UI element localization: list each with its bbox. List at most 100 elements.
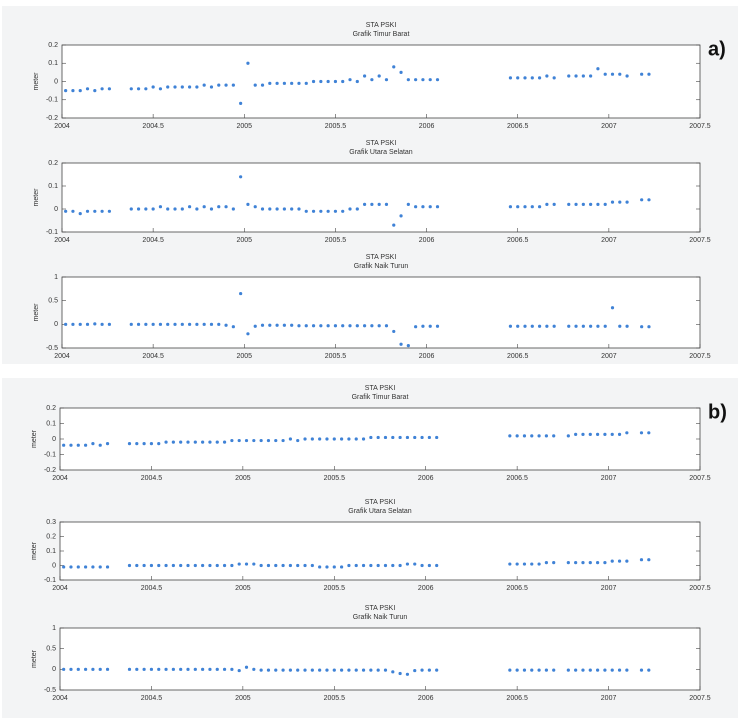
- data-point: [355, 79, 359, 84]
- data-point: [217, 83, 221, 87]
- x-tick-label: 2005.5: [324, 475, 346, 482]
- data-point: [625, 74, 629, 78]
- data-point: [260, 323, 265, 327]
- data-point: [76, 565, 80, 569]
- data-point: [428, 78, 432, 82]
- y-tick-label: 0: [54, 78, 58, 85]
- data-point: [222, 563, 227, 568]
- data-point: [603, 432, 607, 436]
- data-point: [376, 435, 380, 440]
- x-tick-label: 2006.5: [507, 237, 529, 244]
- x-tick-label: 2004: [54, 353, 70, 360]
- data-point: [537, 668, 541, 672]
- data-point: [158, 87, 163, 91]
- data-point: [296, 563, 300, 568]
- data-point: [377, 74, 381, 78]
- data-point: [391, 670, 395, 674]
- data-point: [340, 437, 344, 441]
- plot-area: [59, 521, 701, 581]
- data-point: [369, 435, 373, 440]
- data-point: [625, 559, 629, 563]
- x-tick-label: 2007.5: [689, 353, 711, 360]
- data-point: [303, 668, 307, 672]
- y-tick-label: 0.1: [46, 420, 56, 427]
- data-point: [98, 443, 102, 447]
- y-tick-label: 0.1: [48, 183, 58, 190]
- y-tick-label: 0.1: [48, 60, 58, 67]
- data-point: [544, 561, 549, 565]
- data-point: [98, 565, 102, 569]
- chart-title: STA PSKI: [365, 385, 396, 392]
- data-point: [188, 85, 192, 89]
- x-tick-label: 2007.5: [689, 585, 711, 592]
- chart-title: STA PSKI: [365, 499, 396, 506]
- data-point: [202, 83, 206, 87]
- data-point: [420, 435, 424, 440]
- data-point: [100, 322, 104, 326]
- data-point: [303, 437, 307, 441]
- data-point: [296, 438, 300, 443]
- data-point: [647, 198, 651, 202]
- data-point: [589, 74, 593, 78]
- data-point: [158, 205, 163, 209]
- data-point: [304, 81, 308, 85]
- data-point: [260, 207, 265, 211]
- data-point: [171, 667, 175, 671]
- data-point: [589, 324, 593, 328]
- data-point: [516, 324, 520, 328]
- data-point: [64, 322, 68, 326]
- x-tick-label: 2004.5: [141, 585, 163, 592]
- y-axis-label: meter: [33, 303, 40, 322]
- data-point: [376, 668, 380, 672]
- data-point: [144, 87, 148, 91]
- data-point: [508, 324, 513, 328]
- data-point: [252, 667, 256, 671]
- x-tick-label: 2005: [236, 123, 252, 130]
- y-tick-label: -0.1: [44, 577, 56, 584]
- data-point: [93, 209, 97, 213]
- data-point: [288, 668, 292, 672]
- chart-title: STA PSKI: [366, 254, 397, 261]
- data-point: [275, 323, 279, 327]
- data-point: [239, 101, 243, 105]
- chart-title: STA PSKI: [366, 22, 397, 29]
- data-point: [420, 563, 424, 568]
- data-point: [588, 668, 592, 672]
- y-axis-label: meter: [33, 188, 40, 207]
- data-point: [596, 432, 600, 436]
- data-point: [195, 322, 199, 326]
- data-point: [384, 202, 389, 206]
- data-point: [647, 668, 651, 672]
- data-point: [566, 668, 570, 672]
- data-point: [297, 207, 301, 211]
- data-point: [545, 202, 549, 206]
- data-point: [647, 431, 651, 435]
- data-point: [246, 332, 250, 336]
- data-point: [224, 83, 228, 87]
- data-point: [522, 434, 527, 438]
- data-point: [552, 324, 556, 328]
- data-point: [435, 668, 439, 672]
- data-point: [231, 325, 235, 329]
- data-point: [610, 432, 614, 436]
- data-point: [596, 202, 600, 206]
- data-point: [105, 442, 110, 446]
- data-point: [193, 667, 197, 671]
- data-point: [617, 668, 622, 672]
- data-point: [348, 78, 352, 82]
- chart-title: STA PSKI: [366, 140, 397, 147]
- data-point: [603, 668, 607, 672]
- x-tick-label: 2007: [601, 585, 617, 592]
- data-point: [237, 562, 241, 566]
- data-point: [406, 344, 410, 348]
- data-point: [209, 322, 214, 326]
- data-point: [231, 207, 235, 211]
- data-point: [208, 563, 212, 568]
- data-point: [421, 78, 425, 82]
- data-point: [129, 207, 133, 211]
- data-point: [596, 67, 600, 71]
- data-point: [100, 209, 104, 213]
- data-point: [230, 438, 234, 443]
- data-point: [333, 209, 338, 213]
- data-point: [406, 78, 410, 82]
